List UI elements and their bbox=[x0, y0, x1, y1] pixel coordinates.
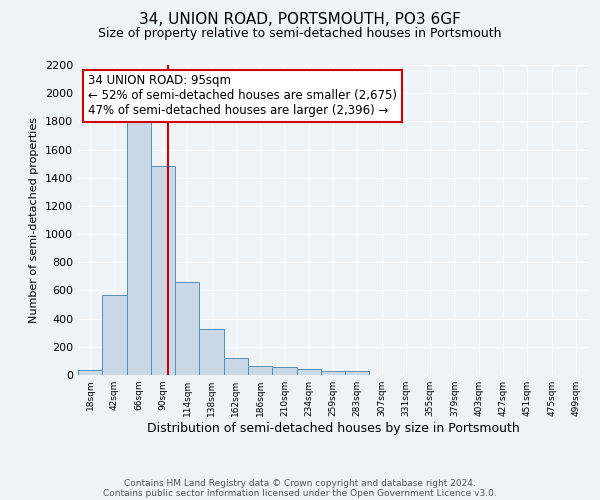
Bar bbox=[102, 294, 127, 375]
Text: Contains HM Land Registry data © Crown copyright and database right 2024.: Contains HM Land Registry data © Crown c… bbox=[124, 478, 476, 488]
X-axis label: Distribution of semi-detached houses by size in Portsmouth: Distribution of semi-detached houses by … bbox=[146, 422, 520, 435]
Text: 34, UNION ROAD, PORTSMOUTH, PO3 6GF: 34, UNION ROAD, PORTSMOUTH, PO3 6GF bbox=[139, 12, 461, 28]
Bar bbox=[78, 370, 102, 375]
Bar bbox=[321, 371, 345, 375]
Bar bbox=[224, 358, 248, 375]
Bar bbox=[248, 366, 272, 375]
Bar bbox=[199, 329, 224, 375]
Bar bbox=[175, 282, 199, 375]
Text: 34 UNION ROAD: 95sqm
← 52% of semi-detached houses are smaller (2,675)
47% of se: 34 UNION ROAD: 95sqm ← 52% of semi-detac… bbox=[88, 74, 397, 118]
Y-axis label: Number of semi-detached properties: Number of semi-detached properties bbox=[29, 117, 40, 323]
Bar bbox=[151, 166, 175, 375]
Bar bbox=[296, 370, 321, 375]
Bar bbox=[345, 372, 370, 375]
Text: Size of property relative to semi-detached houses in Portsmouth: Size of property relative to semi-detach… bbox=[98, 28, 502, 40]
Bar bbox=[272, 366, 296, 375]
Text: Contains public sector information licensed under the Open Government Licence v3: Contains public sector information licen… bbox=[103, 488, 497, 498]
Bar bbox=[127, 122, 151, 375]
